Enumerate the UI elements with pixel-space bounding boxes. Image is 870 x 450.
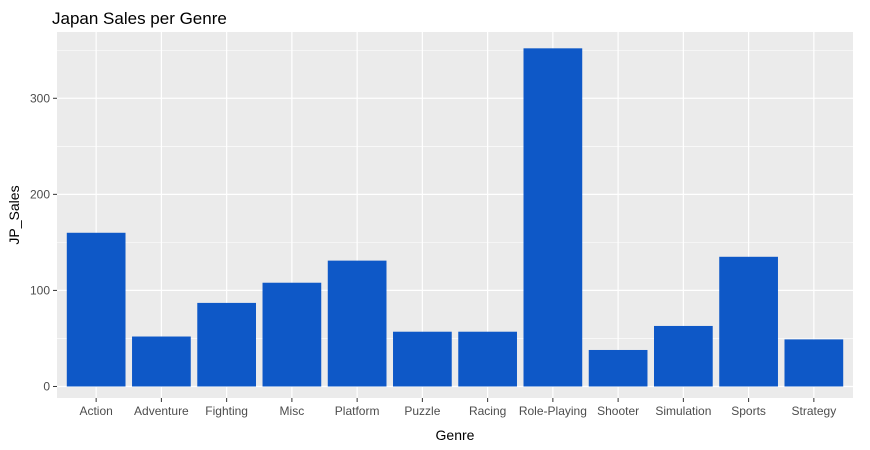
- x-tick-label: Platform: [335, 404, 380, 418]
- x-tick-label: Racing: [469, 404, 506, 418]
- chart-title: Japan Sales per Genre: [52, 9, 227, 28]
- x-tick-label: Sports: [731, 404, 766, 418]
- bar: [588, 349, 648, 387]
- bar: [784, 339, 844, 387]
- bar: [393, 331, 452, 387]
- x-tick-label: Misc: [280, 404, 305, 418]
- x-tick-label: Strategy: [792, 404, 837, 418]
- x-axis: Action Adventure Fighting Misc Platform Puzzl…: [79, 398, 836, 418]
- y-axis-title: JP_Sales: [6, 185, 22, 244]
- x-tick-label: Adventure: [134, 404, 189, 418]
- x-axis-title: Genre: [436, 427, 475, 443]
- bar: [327, 260, 387, 387]
- bars: [66, 48, 844, 387]
- bar: [132, 336, 191, 387]
- bar: [458, 331, 517, 387]
- x-tick-label: Shooter: [597, 404, 639, 418]
- x-tick-label: Role-Playing: [519, 404, 587, 418]
- bar: [654, 325, 713, 387]
- x-tick-label: Fighting: [205, 404, 248, 418]
- bar: [523, 48, 583, 387]
- x-tick-label: Action: [79, 404, 112, 418]
- y-axis: 0 100 200 300: [30, 91, 57, 393]
- x-tick-label: Puzzle: [404, 404, 440, 418]
- y-tick-label: 300: [30, 91, 50, 105]
- y-tick-label: 200: [30, 187, 50, 201]
- y-tick-label: 100: [30, 283, 50, 297]
- x-tick-label: Simulation: [655, 404, 711, 418]
- bar: [197, 302, 256, 387]
- bar: [262, 282, 322, 387]
- bar: [66, 232, 126, 387]
- bar: [719, 256, 778, 387]
- y-tick-label: 0: [43, 379, 50, 393]
